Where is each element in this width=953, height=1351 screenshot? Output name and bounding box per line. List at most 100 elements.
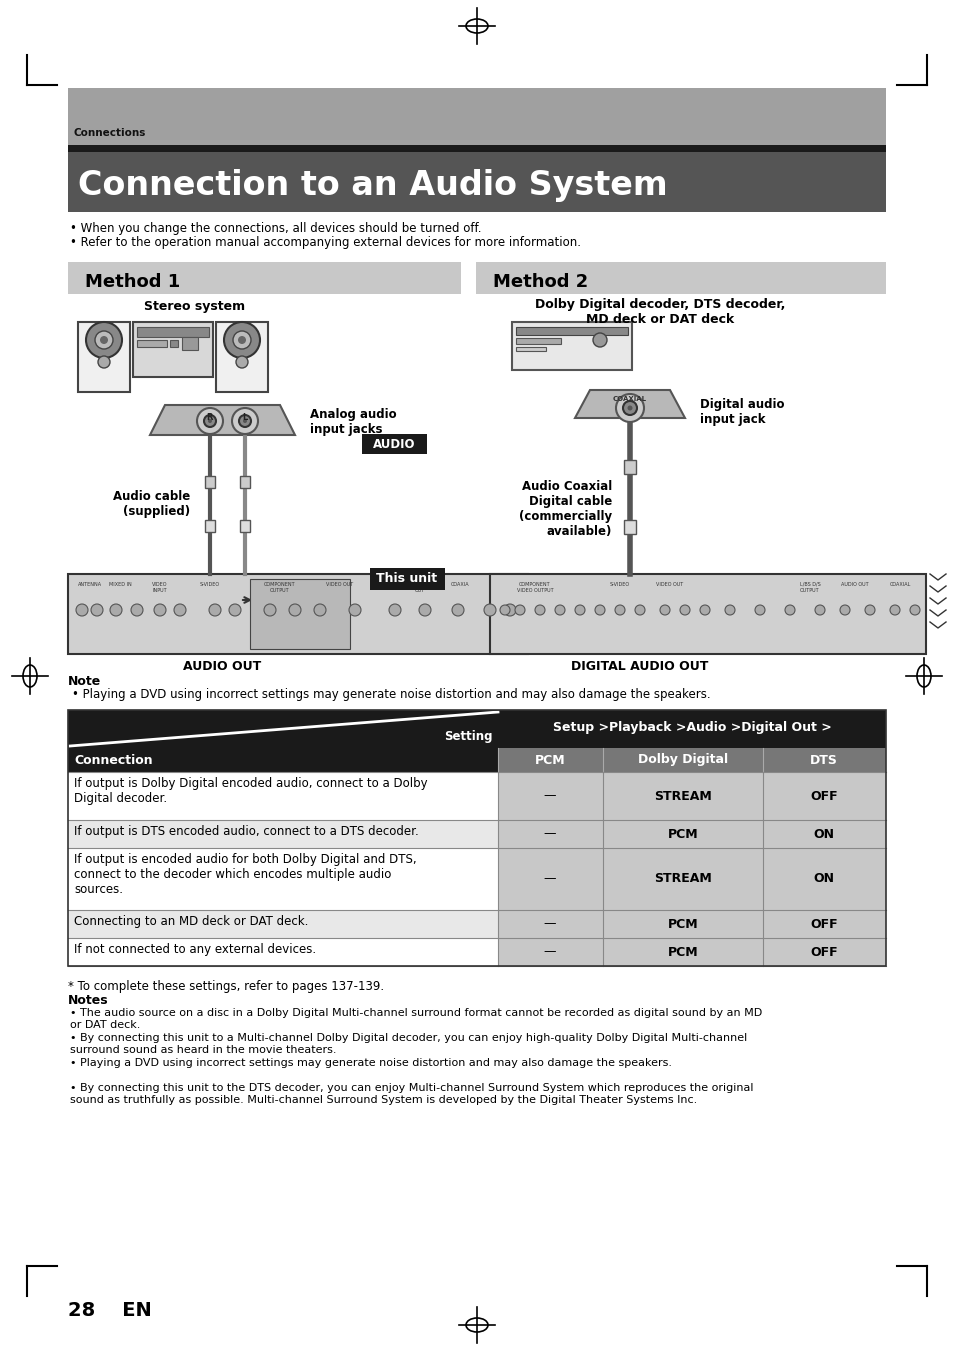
Circle shape: [209, 604, 221, 616]
Bar: [68, 574, 527, 654]
Circle shape: [575, 605, 584, 615]
Text: Connection: Connection: [74, 754, 152, 766]
Circle shape: [909, 605, 919, 615]
Text: COAXIAL: COAXIAL: [888, 582, 910, 586]
Circle shape: [535, 605, 544, 615]
Circle shape: [233, 331, 251, 349]
Circle shape: [595, 605, 604, 615]
Bar: [476, 262, 885, 295]
Bar: [68, 711, 885, 966]
Bar: [68, 911, 497, 938]
Text: ON: ON: [813, 873, 834, 885]
Text: OFF: OFF: [809, 917, 837, 931]
Text: VIDEO OUT: VIDEO OUT: [326, 582, 354, 586]
Text: PCM: PCM: [534, 754, 565, 766]
Circle shape: [153, 604, 166, 616]
Circle shape: [110, 604, 122, 616]
Circle shape: [224, 322, 260, 358]
Circle shape: [76, 604, 88, 616]
Text: STREAM: STREAM: [654, 873, 711, 885]
Text: —: —: [543, 917, 556, 931]
Circle shape: [264, 604, 275, 616]
Bar: [205, 520, 214, 532]
Text: Setting: Setting: [444, 730, 493, 743]
Text: Setup >Playback >Audio >Digital Out >: Setup >Playback >Audio >Digital Out >: [552, 721, 830, 735]
Text: Audio Coaxial
Digital cable
(commercially
available): Audio Coaxial Digital cable (commerciall…: [518, 480, 612, 538]
Circle shape: [229, 604, 241, 616]
Text: • The audio source on a disc in a Dolby Digital Multi-channel surround format ca: • The audio source on a disc in a Dolby …: [70, 1008, 761, 1029]
Circle shape: [349, 604, 360, 616]
Circle shape: [418, 604, 431, 616]
Bar: [240, 476, 250, 488]
Text: Method 2: Method 2: [493, 273, 588, 290]
Circle shape: [659, 605, 669, 615]
Text: * To complete these settings, refer to pages 137-139.: * To complete these settings, refer to p…: [68, 979, 384, 993]
Bar: [762, 748, 885, 771]
Bar: [516, 347, 545, 351]
Bar: [762, 938, 885, 966]
Bar: [182, 336, 198, 350]
Text: R: R: [207, 412, 213, 422]
Text: OFF: OFF: [809, 789, 837, 802]
Text: VIDEO
INPUT: VIDEO INPUT: [152, 582, 168, 593]
Circle shape: [235, 357, 248, 367]
Circle shape: [889, 605, 899, 615]
Circle shape: [593, 332, 606, 347]
Text: DTS: DTS: [809, 754, 837, 766]
Text: PCM: PCM: [667, 946, 698, 958]
Text: Dolby Digital: Dolby Digital: [638, 754, 727, 766]
Text: AUDIO OUT: AUDIO OUT: [183, 661, 261, 673]
Text: MIXED IN: MIXED IN: [109, 582, 132, 586]
Text: VIDEO OUT: VIDEO OUT: [656, 582, 683, 586]
Text: • Refer to the operation manual accompanying external devices for more informati: • Refer to the operation manual accompan…: [70, 236, 580, 249]
Bar: [68, 711, 885, 748]
Bar: [250, 580, 350, 648]
Text: 28    EN: 28 EN: [68, 1301, 152, 1320]
Text: Audio cable
(supplied): Audio cable (supplied): [112, 490, 190, 517]
Circle shape: [204, 415, 215, 427]
Circle shape: [679, 605, 689, 615]
Circle shape: [724, 605, 734, 615]
Bar: [68, 262, 460, 295]
Text: STREAM: STREAM: [654, 789, 711, 802]
Text: If output is encoded audio for both Dolby Digital and DTS,
connect to the decode: If output is encoded audio for both Dolb…: [74, 852, 416, 896]
Circle shape: [627, 405, 632, 411]
Bar: [490, 574, 925, 654]
Polygon shape: [150, 405, 294, 435]
Circle shape: [700, 605, 709, 615]
Text: L/BS D/S
OUTPUT: L/BS D/S OUTPUT: [799, 582, 820, 593]
Text: COMPONENT
VIDEO OUTPUT: COMPONENT VIDEO OUTPUT: [517, 582, 553, 593]
Circle shape: [452, 604, 463, 616]
Circle shape: [208, 419, 212, 423]
Bar: [762, 848, 885, 911]
Text: • When you change the connections, all devices should be turned off.: • When you change the connections, all d…: [70, 222, 481, 235]
Text: —: —: [543, 946, 556, 958]
Bar: [68, 771, 497, 820]
Bar: [602, 848, 762, 911]
Bar: [623, 520, 636, 534]
Text: S-VIDEO: S-VIDEO: [200, 582, 220, 586]
Bar: [68, 848, 497, 911]
Text: If output is DTS encoded audio, connect to a DTS decoder.: If output is DTS encoded audio, connect …: [74, 825, 418, 838]
Circle shape: [814, 605, 824, 615]
Circle shape: [616, 394, 643, 422]
Text: • By connecting this unit to the DTS decoder, you can enjoy Multi-channel Surrou: • By connecting this unit to the DTS dec…: [70, 1084, 753, 1105]
Circle shape: [86, 322, 122, 358]
Bar: [78, 322, 130, 392]
Circle shape: [289, 604, 301, 616]
Circle shape: [503, 604, 516, 616]
Bar: [68, 145, 885, 153]
Bar: [497, 820, 602, 848]
Bar: [132, 322, 213, 377]
Text: COAXIA: COAXIA: [450, 582, 469, 586]
Text: ANTENNA: ANTENNA: [78, 582, 102, 586]
Circle shape: [635, 605, 644, 615]
Text: Connections: Connections: [74, 128, 146, 138]
Circle shape: [864, 605, 874, 615]
Text: DIGITAL AUDIO OUT: DIGITAL AUDIO OUT: [571, 661, 708, 673]
Circle shape: [95, 331, 112, 349]
Circle shape: [784, 605, 794, 615]
Text: Connecting to an MD deck or DAT deck.: Connecting to an MD deck or DAT deck.: [74, 915, 308, 928]
Bar: [205, 476, 214, 488]
Bar: [137, 340, 167, 347]
